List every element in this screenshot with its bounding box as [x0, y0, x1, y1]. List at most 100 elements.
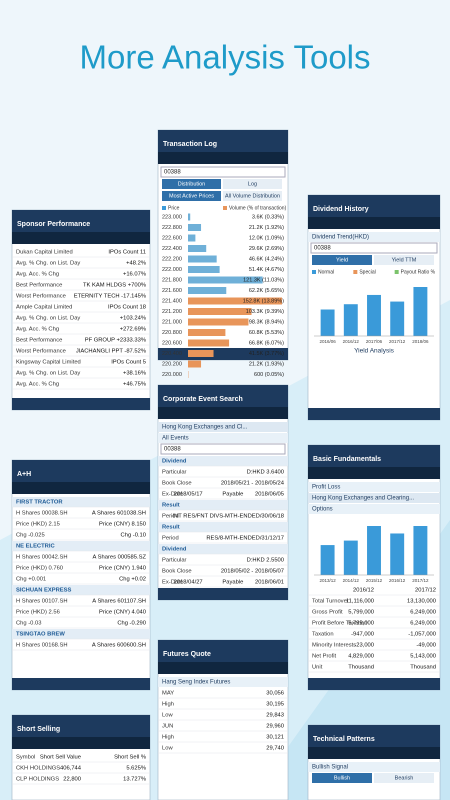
sub-header — [158, 422, 288, 432]
search-box[interactable] — [160, 166, 286, 178]
bar — [343, 540, 358, 575]
screen-title: A+H — [17, 471, 31, 478]
cell: Symbol — [16, 755, 35, 761]
cell: Unit — [312, 665, 323, 671]
cell: INT RES/FNT DIVS-MTH-ENDED/30/06/18 — [172, 514, 284, 520]
row-header — [158, 456, 288, 466]
row-header — [12, 585, 150, 595]
legend-swatch — [312, 270, 316, 274]
cell: 30,056 — [266, 691, 284, 697]
price-label: 222.400 — [162, 246, 182, 252]
tab[interactable] — [374, 773, 434, 783]
tab[interactable] — [223, 191, 282, 201]
tab[interactable] — [374, 255, 434, 265]
volume-label: 29.6K (2.69%) — [249, 246, 284, 252]
x-tick-label: 2015/12 — [366, 578, 383, 583]
cell: Payable — [222, 580, 243, 586]
cell: A Shares 600600.SH — [92, 643, 146, 649]
quote-bar — [158, 407, 288, 419]
bar — [413, 287, 428, 336]
cell: Result — [162, 503, 180, 509]
price-label: 221.800 — [162, 277, 182, 283]
cell: -23,000 — [354, 643, 374, 649]
volume-bar — [188, 234, 196, 242]
tab-label: Most Active Prices — [169, 193, 214, 199]
cell: JUN — [162, 724, 173, 730]
search-box[interactable] — [310, 242, 438, 254]
volume-label: 600 (0.05%) — [254, 372, 284, 378]
bar — [320, 309, 335, 336]
sub-header — [158, 677, 288, 687]
bottom-nav — [158, 588, 288, 600]
cell: -1,057,000 — [408, 632, 436, 638]
label: Profit Loss — [312, 485, 340, 491]
bar — [343, 304, 358, 336]
row-header — [12, 629, 150, 639]
bottom-nav — [12, 678, 150, 690]
cell: H Shares 00168.SH — [16, 643, 68, 649]
volume-bar — [188, 329, 226, 336]
cell: 5,799,000 — [348, 621, 374, 627]
cell: 22,800 — [63, 777, 81, 783]
cell: Kingsway Capital Limited — [16, 360, 81, 366]
tab-label: Distribution — [178, 181, 206, 187]
label: 00388 — [164, 170, 181, 176]
cell: FIRST TRACTOR — [16, 500, 63, 506]
price-label: 220.400 — [162, 351, 182, 357]
volume-label: 12.0K (1.09%) — [249, 235, 284, 241]
cell: 6,249,000 — [410, 621, 436, 627]
search-box[interactable] — [160, 443, 286, 455]
cell: 13,130,000 — [407, 599, 436, 605]
volume-bar — [188, 224, 202, 231]
cell: IPOs Count 18 — [108, 305, 146, 311]
cell: Chg -0.290 — [117, 621, 146, 627]
volume-label: 41.5K (3.77%) — [249, 351, 284, 357]
legend-swatch — [162, 206, 166, 210]
cell: H Shares 00107.SH — [16, 599, 68, 605]
bar — [367, 294, 381, 336]
label: Bullish Signal — [312, 765, 348, 771]
status-bar — [308, 445, 440, 467]
volume-bar — [188, 245, 207, 252]
cell: Period — [162, 514, 179, 520]
tab-label: Yield TTM — [392, 257, 417, 263]
label: Hong Kong Exchanges and Cl... — [162, 425, 248, 431]
cell: Price (HKD) 2.56 — [16, 610, 60, 616]
cell: SICHUAN EXPRESS — [16, 588, 72, 594]
quote-bar — [308, 747, 440, 759]
volume-bar — [188, 308, 252, 315]
row-header — [12, 497, 150, 507]
cell: Chg -0.10 — [121, 533, 146, 539]
tab-label: Bearish — [395, 775, 414, 781]
cell: 30,121 — [266, 735, 284, 741]
legend-label: Normal — [318, 269, 334, 275]
price-label: 220.600 — [162, 340, 182, 346]
cell: Avg. Acc. % Chg — [16, 382, 59, 388]
cell: Worst Performance — [16, 349, 66, 355]
x-tick-label: 2016/12 — [389, 578, 406, 583]
row-header — [158, 522, 288, 532]
tab[interactable] — [162, 191, 221, 201]
tab-label: Yield — [336, 257, 348, 263]
label: 00388 — [314, 246, 331, 252]
cell: Taxation — [312, 632, 334, 638]
cell: Minority Interests — [312, 643, 356, 649]
cell: +48.2% — [126, 261, 146, 267]
row-header — [158, 544, 288, 554]
cell: High — [162, 702, 174, 708]
cell: Ample Capital Limited — [16, 305, 72, 311]
cell: Dukan Capital Limited — [16, 250, 73, 256]
legend-label: Volume (% of transaction) — [229, 205, 287, 211]
tab[interactable] — [312, 255, 372, 265]
tab[interactable] — [312, 773, 372, 783]
tab[interactable] — [223, 179, 282, 189]
tab[interactable] — [162, 179, 221, 189]
cell: Profit Before Taxation — [312, 621, 367, 627]
row-header — [12, 541, 150, 551]
quote-bar — [158, 152, 288, 164]
screen-title: Dividend History — [313, 206, 369, 213]
cell: 2018/05/21 - 2018/05/24 — [221, 481, 285, 487]
sub-header — [308, 493, 440, 503]
volume-bar — [188, 287, 227, 294]
cell: -947,000 — [351, 632, 374, 638]
